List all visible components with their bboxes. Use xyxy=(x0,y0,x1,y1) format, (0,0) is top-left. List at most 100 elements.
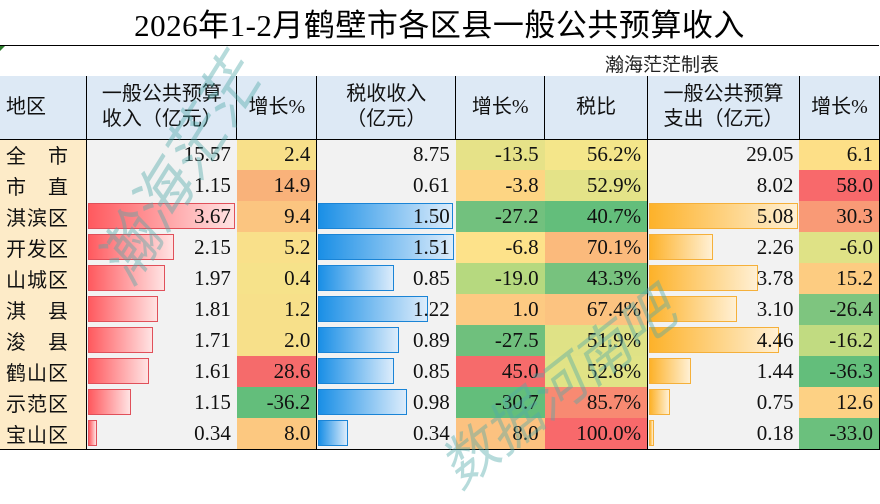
cell-value: 45.0 xyxy=(501,359,539,383)
tax-bar xyxy=(318,358,395,384)
page-title: 2026年1-2月鹤壁市各区县一般公共预算收入 xyxy=(0,0,879,46)
header-tax-ratio: 税比 xyxy=(544,76,649,140)
cell-revenue: 1.71 xyxy=(86,325,237,356)
table-row: 宝山区 0.34 8.0 0.34 8.0 100.0% 0.18 -33.0 xyxy=(0,418,880,450)
cell-revenue: 1.61 xyxy=(86,356,237,387)
tax-bar xyxy=(318,327,399,353)
cell-value: 市 直 xyxy=(6,177,69,199)
table-row: 鹤山区 1.61 28.6 0.85 45.0 52.8% 1.44 -36.3 xyxy=(0,356,880,387)
cell-value: 40.7% xyxy=(586,204,642,228)
revenue-bar xyxy=(88,358,149,384)
cell-revenue-growth: 8.0 xyxy=(236,418,318,450)
cell-expenditure-growth: -26.4 xyxy=(799,294,880,325)
cell-value: 8.0 xyxy=(512,420,539,445)
cell-expenditure: 8.02 xyxy=(647,170,800,201)
cell-value: 淇滨区 xyxy=(6,208,69,230)
cell-tax-ratio: 43.3% xyxy=(544,263,649,294)
cell-value: 开发区 xyxy=(6,239,69,261)
cell-value: 1.22 xyxy=(412,297,450,321)
cell-region: 山城区 xyxy=(0,263,88,294)
cell-revenue: 3.67 xyxy=(86,201,237,232)
revenue-bar xyxy=(88,234,174,260)
cell-tax-growth: 8.0 xyxy=(455,418,545,450)
cell-value: -33.0 xyxy=(829,420,873,445)
cell-value: -26.4 xyxy=(829,297,873,321)
cell-value: 5.2 xyxy=(284,235,311,259)
cell-tax-ratio: 52.8% xyxy=(544,356,649,387)
cell-tax-growth: -3.8 xyxy=(455,170,545,201)
cell-value: 3.10 xyxy=(756,297,794,321)
cell-revenue-growth: -36.2 xyxy=(236,387,318,418)
cell-tax-ratio: 67.4% xyxy=(544,294,649,325)
tax-bar xyxy=(318,203,453,229)
cell-tax-ratio: 70.1% xyxy=(544,232,649,263)
cell-value: 2.15 xyxy=(194,235,231,259)
cell-tax: 0.85 xyxy=(316,356,456,387)
cell-expenditure: 0.18 xyxy=(647,418,800,450)
table-row: 全 市 15.57 2.4 8.75 -13.5 56.2% 29.05 6.1 xyxy=(0,139,880,170)
cell-revenue-growth: 2.4 xyxy=(236,139,318,170)
cell-value: 1.97 xyxy=(194,266,231,290)
cell-tax-growth: -6.8 xyxy=(455,232,545,263)
cell-expenditure: 1.44 xyxy=(647,356,800,387)
cell-value: 15.2 xyxy=(836,266,873,290)
cell-expenditure: 4.46 xyxy=(647,325,800,356)
cell-revenue-growth: 9.4 xyxy=(236,201,318,232)
cell-tax: 1.22 xyxy=(316,294,456,325)
cell-revenue-growth: 5.2 xyxy=(236,232,318,263)
cell-value: 3.67 xyxy=(194,204,231,228)
cell-tax: 0.34 xyxy=(316,418,456,450)
cell-tax-ratio: 56.2% xyxy=(544,139,649,170)
cell-value: 2.26 xyxy=(756,235,794,259)
revenue-bar xyxy=(88,327,154,353)
cell-value: 山城区 xyxy=(6,270,69,292)
cell-value: 示范区 xyxy=(6,394,69,416)
cell-value: 3.78 xyxy=(756,266,794,290)
tax-bar xyxy=(318,420,349,446)
cell-expenditure: 3.78 xyxy=(647,263,800,294)
cell-value: 0.98 xyxy=(412,390,450,414)
cell-value: 1.51 xyxy=(412,235,450,259)
cell-expenditure: 3.10 xyxy=(647,294,800,325)
cell-tax: 1.51 xyxy=(316,232,456,263)
cell-expenditure-growth: 6.1 xyxy=(799,139,880,170)
header-expenditure-growth: 增长% xyxy=(799,76,880,140)
cell-value: 9.4 xyxy=(284,204,311,228)
expenditure-bar xyxy=(649,234,714,260)
cell-revenue-growth: 14.9 xyxy=(236,170,318,201)
cell-expenditure-growth: -33.0 xyxy=(799,418,880,450)
header-revenue: 一般公共预算收入（亿元） xyxy=(86,76,238,140)
cell-expenditure-growth: 58.0 xyxy=(799,170,880,201)
cell-value: 1.15 xyxy=(194,173,231,197)
cell-value: -27.5 xyxy=(494,328,539,352)
cell-region: 鹤山区 xyxy=(0,356,88,387)
cell-expenditure-growth: 12.6 xyxy=(799,387,880,418)
cell-value: 52.9% xyxy=(586,173,642,197)
revenue-bar xyxy=(88,203,236,229)
cell-tax-ratio: 40.7% xyxy=(544,201,649,232)
table-row: 示范区 1.15 -36.2 0.98 -30.7 85.7% 0.75 12.6 xyxy=(0,387,880,418)
cell-expenditure-growth: -36.3 xyxy=(799,356,880,387)
cell-region: 市 直 xyxy=(0,170,88,201)
revenue-bar xyxy=(88,265,165,291)
cell-value: 8.75 xyxy=(412,142,450,167)
cell-revenue: 0.34 xyxy=(86,418,237,450)
cell-expenditure-growth: -6.0 xyxy=(799,232,880,263)
cell-tax: 0.61 xyxy=(316,170,456,201)
cell-expenditure-growth: 30.3 xyxy=(799,201,880,232)
cell-value: 28.6 xyxy=(273,359,311,383)
cell-value: 0.61 xyxy=(412,173,450,197)
cell-value: 0.85 xyxy=(412,266,450,290)
cell-value: -3.8 xyxy=(505,173,539,197)
cell-value: -30.7 xyxy=(494,390,539,414)
cell-tax-growth: -30.7 xyxy=(455,387,545,418)
cell-value: 58.0 xyxy=(836,173,873,197)
cell-value: 淇 县 xyxy=(6,301,69,323)
cell-expenditure: 5.08 xyxy=(647,201,800,232)
cell-revenue: 1.15 xyxy=(86,387,237,418)
cell-tax-growth: -19.0 xyxy=(455,263,545,294)
cell-value: 85.7% xyxy=(586,390,642,414)
table-row: 山城区 1.97 0.4 0.85 -19.0 43.3% 3.78 15.2 xyxy=(0,263,880,294)
cell-value: 30.3 xyxy=(836,204,873,228)
tax-bar xyxy=(318,265,395,291)
